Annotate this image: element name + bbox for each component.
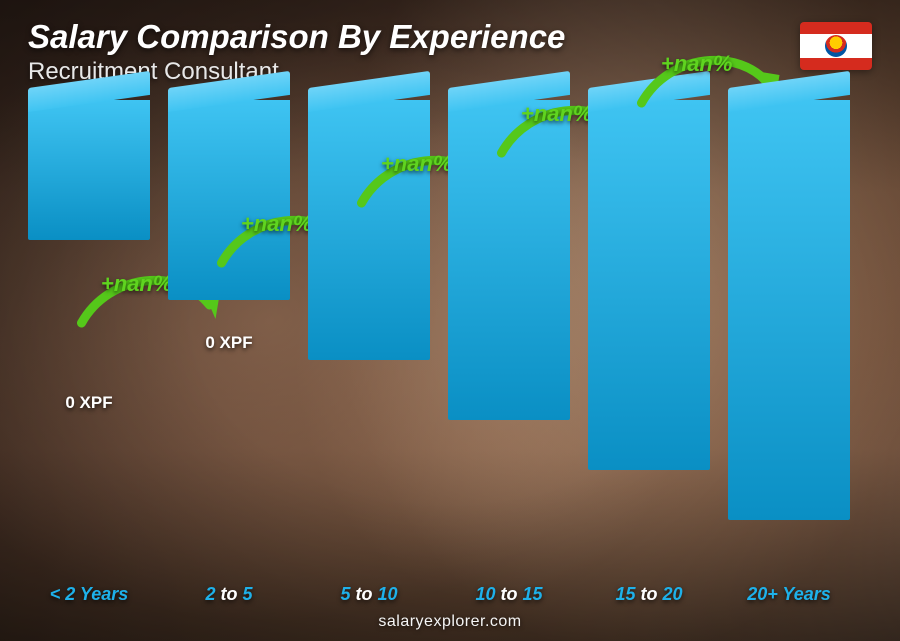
- category-label: 2 to 5: [168, 584, 290, 605]
- bar-value: 0 XPF: [205, 333, 252, 353]
- bar-column: +nan%0 XPF20+ Years: [728, 100, 850, 571]
- bar: [728, 100, 850, 520]
- bar-chart: 0 XPF< 2 Years+nan%0 XPF2 to 5+nan%0 XPF…: [28, 100, 850, 571]
- bar: [28, 100, 150, 240]
- bar-column: 0 XPF< 2 Years: [28, 100, 150, 571]
- bar: [308, 100, 430, 360]
- percent-increase: +nan%: [241, 211, 313, 237]
- footer-attribution: salaryexplorer.com: [0, 613, 900, 631]
- category-label: < 2 Years: [28, 584, 150, 605]
- percent-increase: +nan%: [381, 151, 453, 177]
- bar-column: +nan%0 XPF15 to 20: [588, 100, 710, 571]
- bar-value: 0 XPF: [65, 393, 112, 413]
- category-label: 20+ Years: [728, 584, 850, 605]
- category-label: 5 to 10: [308, 584, 430, 605]
- bar-column: +nan%0 XPF10 to 15: [448, 100, 570, 571]
- percent-increase: +nan%: [101, 271, 173, 297]
- category-label: 15 to 20: [588, 584, 710, 605]
- bar: [588, 100, 710, 470]
- chart-title: Salary Comparison By Experience: [28, 18, 565, 56]
- percent-increase: +nan%: [661, 51, 733, 77]
- category-label: 10 to 15: [448, 584, 570, 605]
- percent-increase: +nan%: [521, 101, 593, 127]
- bar-column: +nan%0 XPF2 to 5: [168, 100, 290, 571]
